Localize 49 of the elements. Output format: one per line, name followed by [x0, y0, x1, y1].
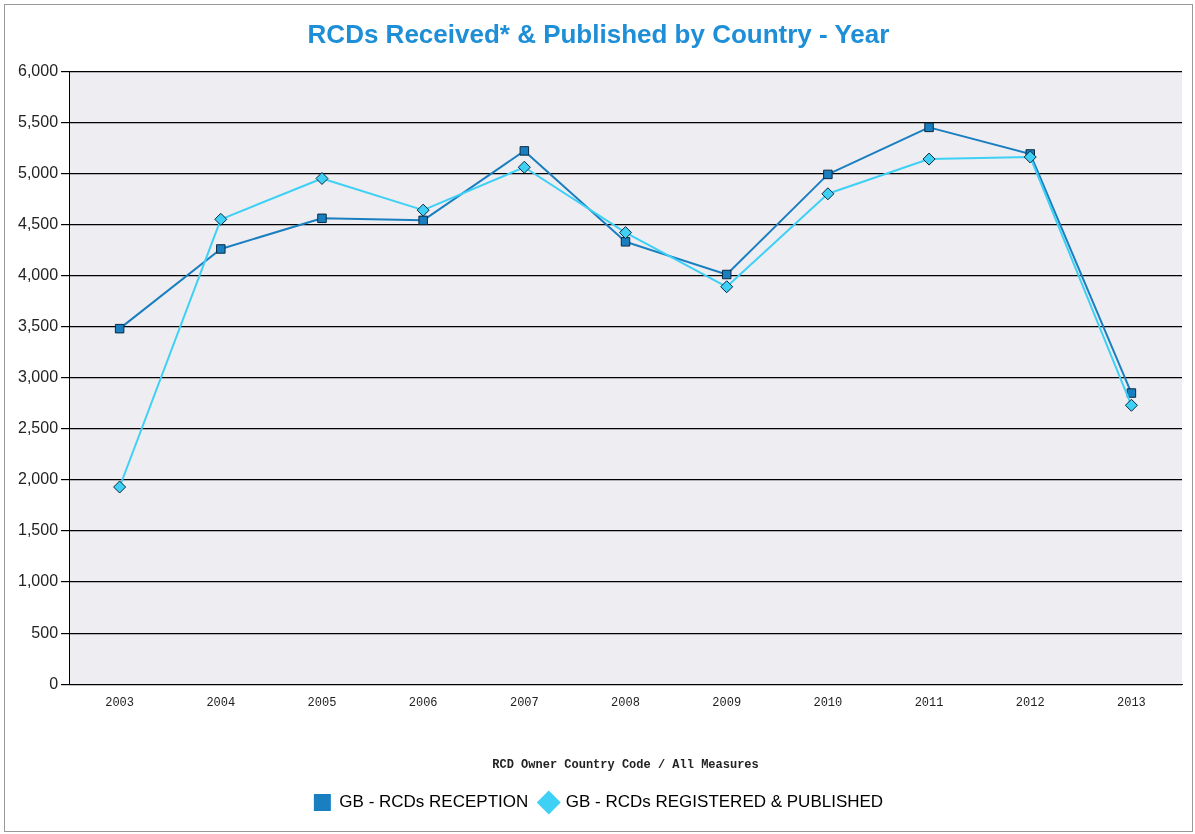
- y-tick-label: 4,500: [17, 214, 59, 232]
- x-tick-label: 2005: [307, 695, 337, 710]
- point: [823, 169, 833, 180]
- point: [620, 237, 631, 247]
- point: [113, 480, 127, 494]
- x-tick-label: 2003: [105, 695, 135, 710]
- x-axis-title: RCD Owner Country Code / All Measures: [492, 757, 759, 772]
- point: [517, 160, 531, 174]
- point: [1126, 388, 1137, 398]
- x-tick-label: 2006: [408, 695, 438, 710]
- y-tick-label: 2,500: [17, 419, 59, 437]
- point: [619, 226, 633, 240]
- y-tick-label: 1,000: [17, 572, 59, 590]
- point: [1023, 150, 1037, 164]
- y-tick-label: 3,000: [17, 368, 59, 386]
- x-tick-label: 2011: [914, 695, 944, 710]
- x-tick-label: 2008: [611, 695, 640, 710]
- point: [821, 187, 835, 201]
- point: [315, 171, 329, 185]
- y-tick-label: 5,500: [17, 112, 59, 130]
- point: [922, 152, 936, 166]
- point: [418, 215, 428, 226]
- x-tick-label: 2012: [1015, 695, 1045, 710]
- point: [1124, 398, 1138, 412]
- y-tick-label: 1,500: [17, 521, 59, 539]
- point: [519, 146, 530, 156]
- point: [214, 212, 228, 226]
- y-tick-label: 500: [31, 623, 59, 641]
- point: [114, 323, 125, 334]
- point: [416, 203, 430, 217]
- legend-label: GB - RCDs RECEPTION: [339, 792, 529, 812]
- y-tick-label: 6,000: [17, 61, 59, 79]
- y-tick-label: 5,000: [17, 163, 59, 181]
- x-tick-label: 2010: [813, 695, 843, 710]
- point: [216, 244, 226, 254]
- point: [317, 213, 327, 224]
- y-tick-label: 4,000: [17, 265, 59, 283]
- y-tick-label: 2,000: [17, 470, 59, 488]
- x-tick-label: 2007: [509, 695, 539, 710]
- point: [721, 269, 732, 280]
- point: [924, 122, 934, 133]
- legend-label: GB - RCDs REGISTERED & PUBLISHED: [565, 792, 884, 812]
- x-tick-label: 2009: [712, 695, 742, 710]
- x-tick-label: 2004: [206, 695, 236, 710]
- x-tick-label: 2013: [1117, 695, 1146, 710]
- point: [720, 280, 734, 294]
- y-tick-label: 3,500: [17, 317, 59, 335]
- y-tick-label: 0: [49, 674, 59, 692]
- chart-title: RCDs Received* & Published by Country - Year: [307, 18, 890, 49]
